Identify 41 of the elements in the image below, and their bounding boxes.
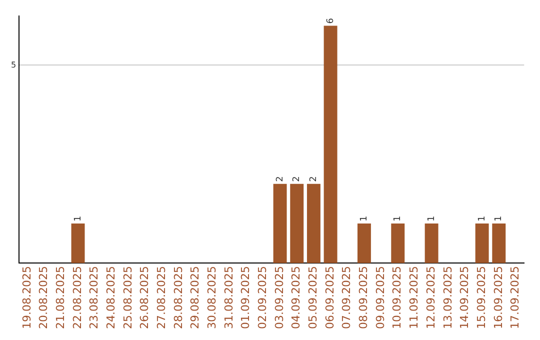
- data-label: 1: [73, 216, 84, 222]
- x-tick-label: 23.08.2025: [88, 266, 101, 330]
- x-tick-label: 24.08.2025: [104, 266, 118, 330]
- x-tick-label: 14.09.2025: [458, 266, 472, 330]
- x-tick-label: 21.08.2025: [54, 266, 68, 330]
- x-tick-label: 25.08.2025: [121, 266, 134, 330]
- x-tick-label: 19.08.2025: [20, 266, 34, 330]
- data-label: 2: [309, 176, 320, 182]
- x-tick-label: 20.08.2025: [37, 266, 50, 330]
- x-tick-label: 11.09.2025: [408, 266, 421, 330]
- x-tick-label: 05.09.2025: [306, 266, 320, 330]
- x-tick-label: 27.08.2025: [155, 266, 168, 330]
- data-label: 6: [326, 18, 336, 24]
- x-tick-label: 07.09.2025: [340, 266, 354, 330]
- x-tick-label: 01.09.2025: [239, 266, 252, 330]
- data-label: 2: [292, 176, 302, 182]
- y-tick-label: 5: [10, 60, 16, 70]
- x-tick-label: 15.09.2025: [474, 266, 488, 330]
- x-tick-label: 08.09.2025: [357, 266, 370, 330]
- data-label: 1: [426, 216, 437, 222]
- x-tick-label: 10.09.2025: [390, 266, 404, 330]
- x-tick-label: 29.08.2025: [188, 266, 202, 330]
- x-tick-label: 12.09.2025: [424, 266, 438, 330]
- x-tick-label: 06.09.2025: [323, 266, 336, 330]
- x-tick-label: 31.08.2025: [222, 266, 236, 330]
- data-label: 1: [360, 216, 370, 222]
- x-tick-label: 09.09.2025: [374, 266, 387, 330]
- x-tick-label: 02.09.2025: [256, 266, 270, 330]
- data-label: 1: [494, 216, 504, 222]
- x-tick-label: 17.09.2025: [508, 266, 522, 330]
- x-tick-label: 04.09.2025: [290, 266, 303, 330]
- x-tick-label: 13.09.2025: [441, 266, 454, 330]
- data-label: 1: [477, 216, 488, 222]
- data-label: 1: [393, 216, 404, 222]
- x-tick-label: 16.09.2025: [492, 266, 505, 330]
- data-label: 2: [275, 176, 286, 182]
- x-tick-label: 26.08.2025: [138, 266, 152, 330]
- x-tick-label: 03.09.2025: [272, 266, 286, 330]
- x-tick-label: 30.08.2025: [206, 266, 219, 330]
- x-tick-label: 22.08.2025: [70, 266, 84, 330]
- x-tick-label: 28.08.2025: [172, 266, 185, 330]
